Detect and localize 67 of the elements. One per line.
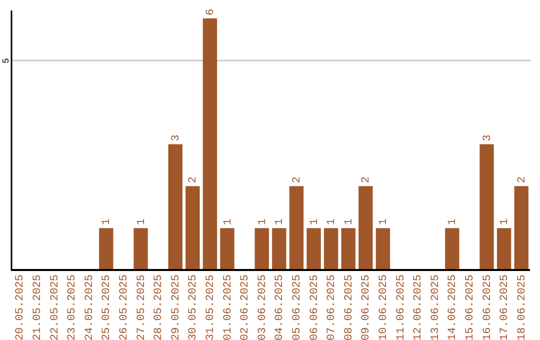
data-label: 1 xyxy=(136,218,148,226)
x-tick-label: 21.05.2025 xyxy=(32,274,44,340)
bar xyxy=(254,228,269,270)
x-tick-label: 12.06.2025 xyxy=(412,274,425,340)
x-tick-label: 02.06.2025 xyxy=(240,274,252,340)
data-label: 1 xyxy=(326,218,338,226)
x-tick-label: 29.05.2025 xyxy=(170,274,182,340)
data-label: 2 xyxy=(516,176,528,184)
bar xyxy=(358,186,373,270)
x-tick-label: 22.05.2025 xyxy=(49,274,62,340)
x-tick-label: 31.05.2025 xyxy=(204,274,217,340)
x-tick-label: 24.05.2025 xyxy=(84,274,96,340)
data-label: 2 xyxy=(291,176,304,184)
x-tick-label: 14.06.2025 xyxy=(447,274,460,340)
bar xyxy=(445,228,460,270)
bar xyxy=(341,228,356,270)
bar xyxy=(324,228,338,270)
data-label: 3 xyxy=(482,134,494,142)
bar xyxy=(99,228,114,270)
x-tick-label: 27.05.2025 xyxy=(136,274,148,340)
x-tick-label: 13.06.2025 xyxy=(430,274,442,340)
bar xyxy=(272,228,286,270)
data-label: 1 xyxy=(343,218,356,226)
x-tick-label: 10.06.2025 xyxy=(378,274,390,340)
x-tick-label: 20.05.2025 xyxy=(14,274,27,340)
data-label: 3 xyxy=(170,134,182,142)
x-tick-label: 07.06.2025 xyxy=(326,274,338,340)
data-label: 1 xyxy=(101,218,114,226)
data-label: 1 xyxy=(378,218,390,226)
data-label: 6 xyxy=(204,8,217,16)
x-tick-label: 04.06.2025 xyxy=(274,274,286,340)
bar xyxy=(186,186,200,270)
y-tick-label: 5 xyxy=(2,58,12,64)
bar xyxy=(480,144,494,270)
x-tick-label: 03.06.2025 xyxy=(256,274,269,340)
bar xyxy=(496,228,512,270)
data-label: 2 xyxy=(360,176,373,184)
x-tick-label: 17.06.2025 xyxy=(499,274,512,340)
bar xyxy=(202,18,218,270)
data-label: 1 xyxy=(447,218,460,226)
x-tick-label: 15.06.2025 xyxy=(464,274,476,340)
x-tick-label: 05.06.2025 xyxy=(291,274,304,340)
bar xyxy=(134,228,148,270)
bar xyxy=(289,186,304,270)
x-tick-label: 16.06.2025 xyxy=(482,274,494,340)
x-tick-label: 28.05.2025 xyxy=(153,274,166,340)
data-label: 1 xyxy=(256,218,269,226)
bar xyxy=(376,228,390,270)
x-tick-label: 26.05.2025 xyxy=(118,274,130,340)
x-tick-label: 23.05.2025 xyxy=(66,274,79,340)
data-label: 1 xyxy=(222,218,234,226)
x-tick-label: 30.05.2025 xyxy=(188,274,200,340)
x-tick-label: 25.05.2025 xyxy=(101,274,114,340)
x-tick-label: 09.06.2025 xyxy=(360,274,373,340)
bar xyxy=(220,228,234,270)
data-label: 2 xyxy=(188,176,200,184)
x-tick-label: 18.06.2025 xyxy=(516,274,528,340)
data-label: 1 xyxy=(274,218,286,226)
data-label: 1 xyxy=(308,218,321,226)
bar xyxy=(514,186,528,270)
x-tick-label: 06.06.2025 xyxy=(308,274,321,340)
bar xyxy=(168,144,182,270)
x-tick-label: 11.06.2025 xyxy=(395,274,408,340)
x-tick-label: 08.06.2025 xyxy=(343,274,356,340)
data-label: 1 xyxy=(499,218,512,226)
bar xyxy=(306,228,321,270)
x-tick-label: 01.06.2025 xyxy=(222,274,234,340)
